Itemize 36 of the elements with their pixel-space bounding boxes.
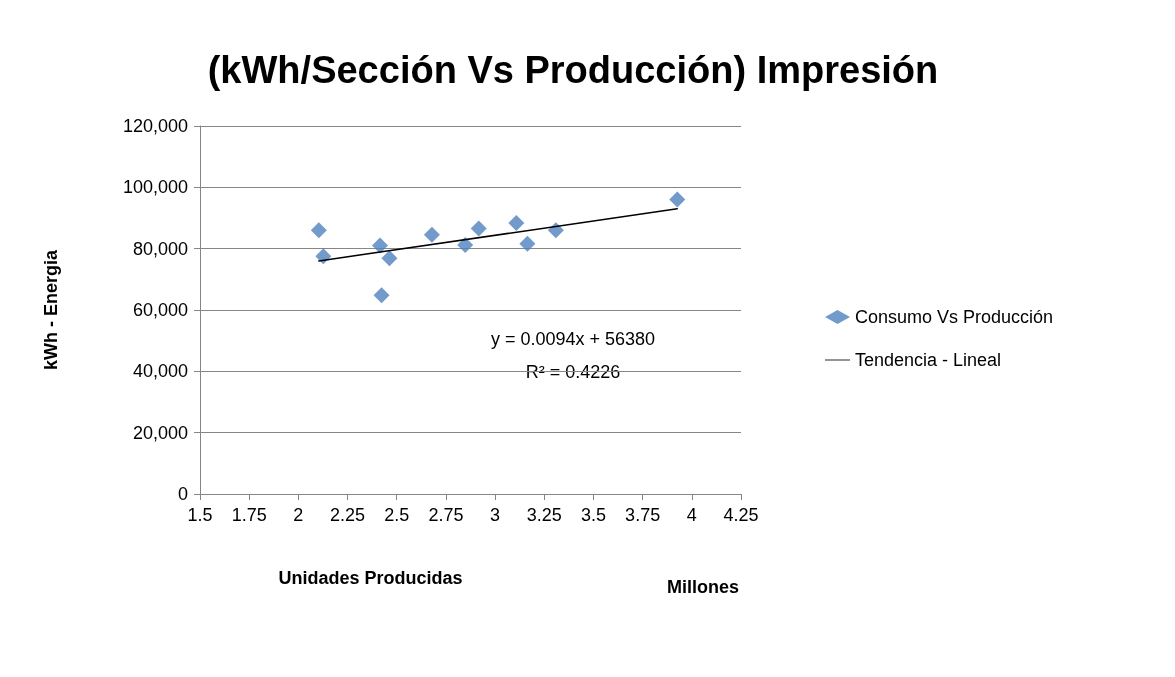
x-tick-label: 2.75 (428, 505, 464, 525)
x-tick-label: 1.75 (231, 505, 267, 525)
y-tick-label: 80,000 (132, 238, 188, 259)
legend-label: Tendencia - Lineal (855, 350, 1002, 370)
y-tick-label: 120,000 (122, 116, 188, 136)
y-tick-label: 20,000 (132, 422, 188, 443)
point (310, 222, 327, 239)
point (381, 250, 398, 267)
x-tick-label: 3.25 (526, 505, 562, 525)
x-tick-label: 3.75 (625, 505, 661, 525)
y-tick-label: 0 (177, 484, 188, 504)
point (372, 237, 389, 254)
x-tick-label: 3 (490, 505, 501, 525)
x-tick-label: 4.25 (723, 505, 759, 525)
y-axis-title: kWh - Energia (41, 249, 61, 371)
x-tick-label: 3.5 (580, 505, 606, 525)
point (508, 214, 525, 231)
y-tick-label: 40,000 (132, 361, 188, 382)
y-tick-label: 100,000 (122, 177, 188, 198)
x-tick-label: 4 (686, 505, 697, 525)
point (373, 287, 390, 304)
text: Millones (666, 577, 740, 597)
x-tick-label: 2.5 (384, 505, 410, 525)
point (470, 220, 487, 237)
point (423, 226, 440, 243)
annotation: y = 0.0094x + 56380 (490, 329, 656, 349)
point (457, 236, 474, 253)
x-tick-label: 2.25 (330, 505, 366, 525)
x-tick-label: 1.5 (187, 505, 213, 525)
chart-title: (kWh/Sección Vs Producción) Impresión (207, 49, 939, 91)
y-tick-label: 60,000 (132, 300, 188, 320)
point (669, 191, 686, 208)
point (519, 235, 536, 252)
x-tick-label: 2 (293, 505, 304, 525)
x-axis-title: Unidades Producidas (278, 568, 463, 588)
legend-label: Consumo Vs Producción (855, 307, 1054, 327)
